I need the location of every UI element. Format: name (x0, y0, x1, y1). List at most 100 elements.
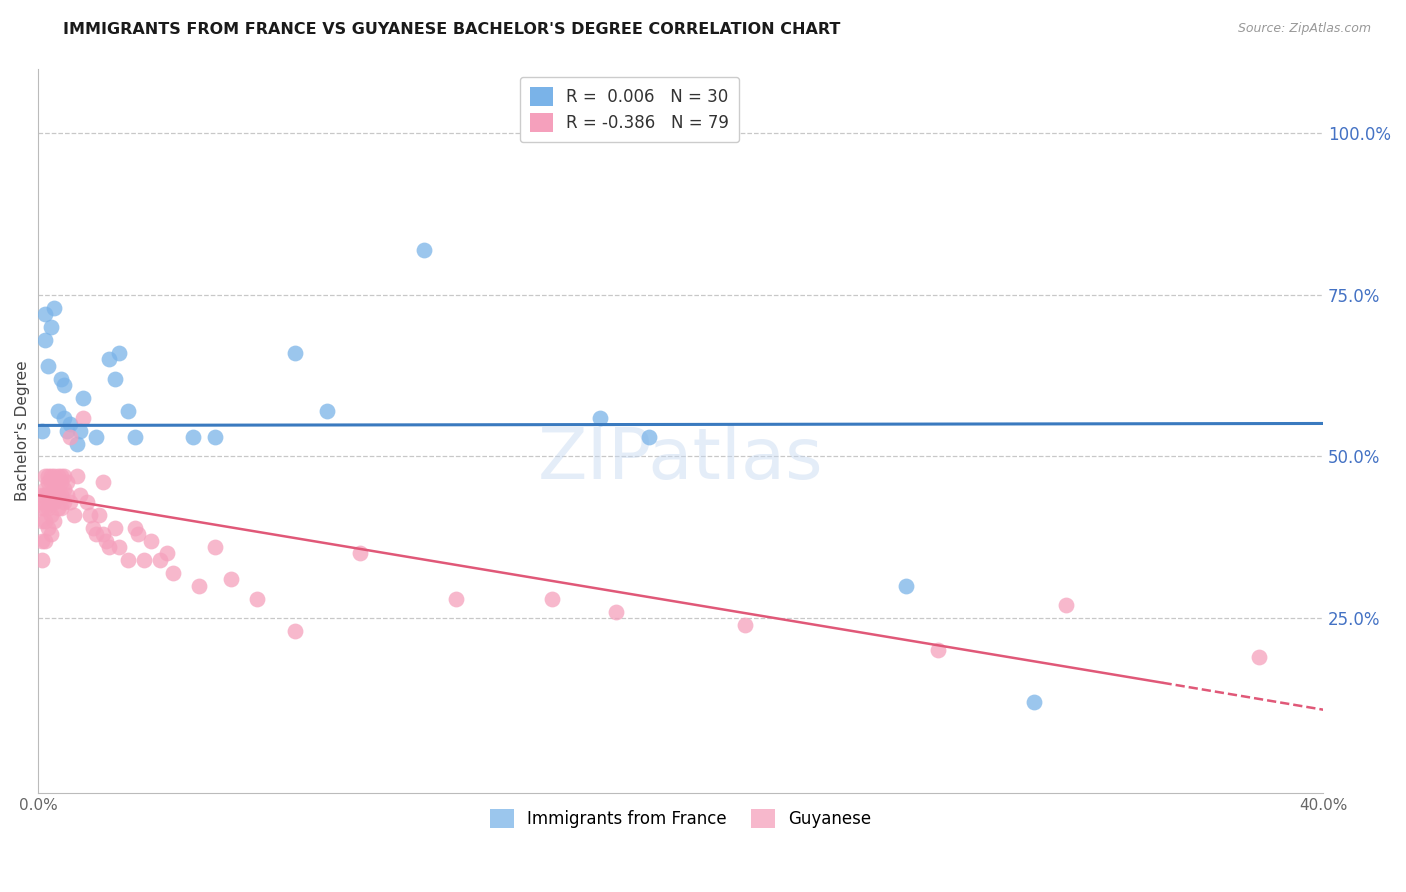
Legend: Immigrants from France, Guyanese: Immigrants from France, Guyanese (484, 803, 877, 835)
Point (62, 508, 84, 522)
Point (59, 494, 82, 508)
Point (49, 501, 72, 516)
Point (204, 540, 226, 554)
Point (53, 378, 76, 392)
Point (53, 494, 76, 508)
Point (49, 372, 72, 386)
Point (53, 482, 76, 496)
Point (134, 553, 156, 567)
Point (49, 475, 72, 490)
Text: ZIPatlas: ZIPatlas (538, 425, 824, 494)
Point (124, 520, 146, 534)
Point (59, 417, 82, 431)
Point (37, 501, 59, 516)
Point (94, 533, 117, 548)
Point (894, 579, 917, 593)
Point (49, 488, 72, 502)
Point (44, 514, 66, 528)
Point (349, 546, 371, 560)
Point (84, 430, 107, 444)
Point (37, 488, 59, 502)
Point (107, 346, 129, 360)
Point (39, 488, 62, 502)
Point (39, 475, 62, 490)
Point (79, 508, 101, 522)
Point (34, 307, 56, 321)
Point (162, 566, 184, 580)
Point (39, 494, 62, 508)
Point (541, 591, 564, 606)
Point (34, 488, 56, 502)
Point (187, 579, 209, 593)
Point (39, 508, 62, 522)
Point (31, 494, 53, 508)
Point (37, 359, 59, 373)
Point (444, 591, 467, 606)
Point (219, 572, 242, 586)
Point (66, 436, 89, 450)
Point (44, 475, 66, 490)
Point (49, 468, 72, 483)
Point (31, 514, 53, 528)
Point (124, 430, 146, 444)
Point (139, 533, 162, 548)
Point (31, 488, 53, 502)
Point (46, 404, 69, 418)
Point (72, 391, 94, 405)
Point (37, 475, 59, 490)
Point (91, 475, 114, 490)
Point (34, 333, 56, 347)
Point (246, 591, 269, 606)
Point (44, 482, 66, 496)
Point (44, 468, 66, 483)
Point (104, 372, 127, 386)
Point (412, 243, 434, 257)
Y-axis label: Bachelor's Degree: Bachelor's Degree (15, 360, 30, 501)
Point (204, 430, 226, 444)
Point (56, 488, 79, 502)
Point (44, 494, 66, 508)
Point (149, 553, 172, 567)
Point (31, 424, 53, 438)
Point (1022, 695, 1045, 709)
Point (34, 501, 56, 516)
Point (34, 533, 56, 548)
Point (56, 475, 79, 490)
Point (56, 424, 79, 438)
Point (637, 430, 659, 444)
Point (53, 410, 76, 425)
Point (69, 424, 91, 438)
Point (34, 482, 56, 496)
Point (46, 475, 69, 490)
Point (927, 643, 949, 657)
Point (316, 404, 339, 418)
Point (46, 488, 69, 502)
Point (98, 352, 121, 367)
Point (39, 468, 62, 483)
Point (107, 540, 129, 554)
Point (82, 520, 104, 534)
Point (72, 410, 94, 425)
Point (46, 468, 69, 483)
Point (76, 494, 98, 508)
Text: IMMIGRANTS FROM FRANCE VS GUYANESE BACHELOR'S DEGREE CORRELATION CHART: IMMIGRANTS FROM FRANCE VS GUYANESE BACHE… (63, 22, 841, 37)
Point (59, 430, 82, 444)
Point (104, 520, 127, 534)
Point (181, 430, 204, 444)
Point (605, 605, 627, 619)
Point (31, 501, 53, 516)
Point (117, 404, 139, 418)
Point (284, 346, 307, 360)
Point (91, 527, 114, 541)
Point (127, 527, 149, 541)
Point (31, 533, 53, 548)
Point (1054, 598, 1077, 612)
Point (46, 501, 69, 516)
Point (39, 320, 62, 334)
Point (34, 468, 56, 483)
Point (34, 514, 56, 528)
Point (156, 546, 179, 560)
Point (589, 410, 612, 425)
Point (66, 468, 89, 483)
Point (117, 553, 139, 567)
